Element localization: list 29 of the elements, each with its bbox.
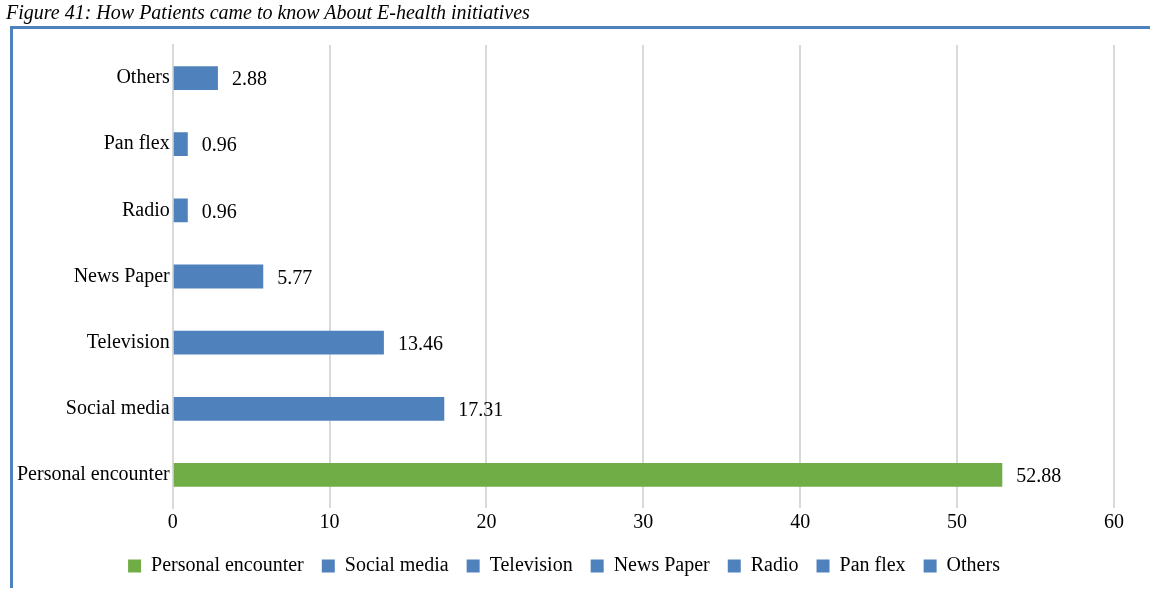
legend-label: Others	[946, 553, 1001, 576]
x-tick-label: 10	[319, 510, 340, 533]
data-label: 17.31	[458, 398, 504, 421]
y-tick-label: Television	[86, 329, 170, 352]
y-tick-label: Others	[116, 65, 170, 88]
legend-label: Personal encounter	[151, 553, 305, 576]
legend-label: Pan flex	[839, 553, 906, 576]
x-tick-label: 30	[633, 510, 654, 533]
legend-label: News Paper	[613, 553, 711, 577]
y-tick-label: Personal encounter	[16, 462, 171, 485]
x-tick-label: 40	[790, 510, 811, 533]
data-label: 52.88	[1016, 464, 1062, 487]
y-tick-label: Social media	[65, 396, 170, 419]
x-tick-label: 50	[947, 510, 968, 533]
legend-label: Television	[489, 553, 573, 576]
data-label: 0.96	[201, 199, 237, 222]
data-label: 2.88	[231, 67, 267, 90]
legend-label: Radio	[750, 553, 799, 576]
x-tick-label: 0	[167, 510, 178, 533]
legend-label: Social media	[344, 553, 449, 576]
y-tick-label: Pan flex	[103, 131, 170, 154]
x-tick-label: 20	[476, 510, 497, 533]
x-tick-label: 60	[1104, 510, 1124, 533]
data-label: 13.46	[397, 331, 443, 354]
y-tick-label: News Paper	[73, 263, 171, 287]
data-label: 0.96	[201, 133, 237, 156]
data-label: 5.77	[277, 265, 313, 288]
y-tick-label: Radio	[121, 197, 170, 220]
chart-title: Figure 41: How Patients came to know About E-health initiatives	[5, 0, 531, 24]
